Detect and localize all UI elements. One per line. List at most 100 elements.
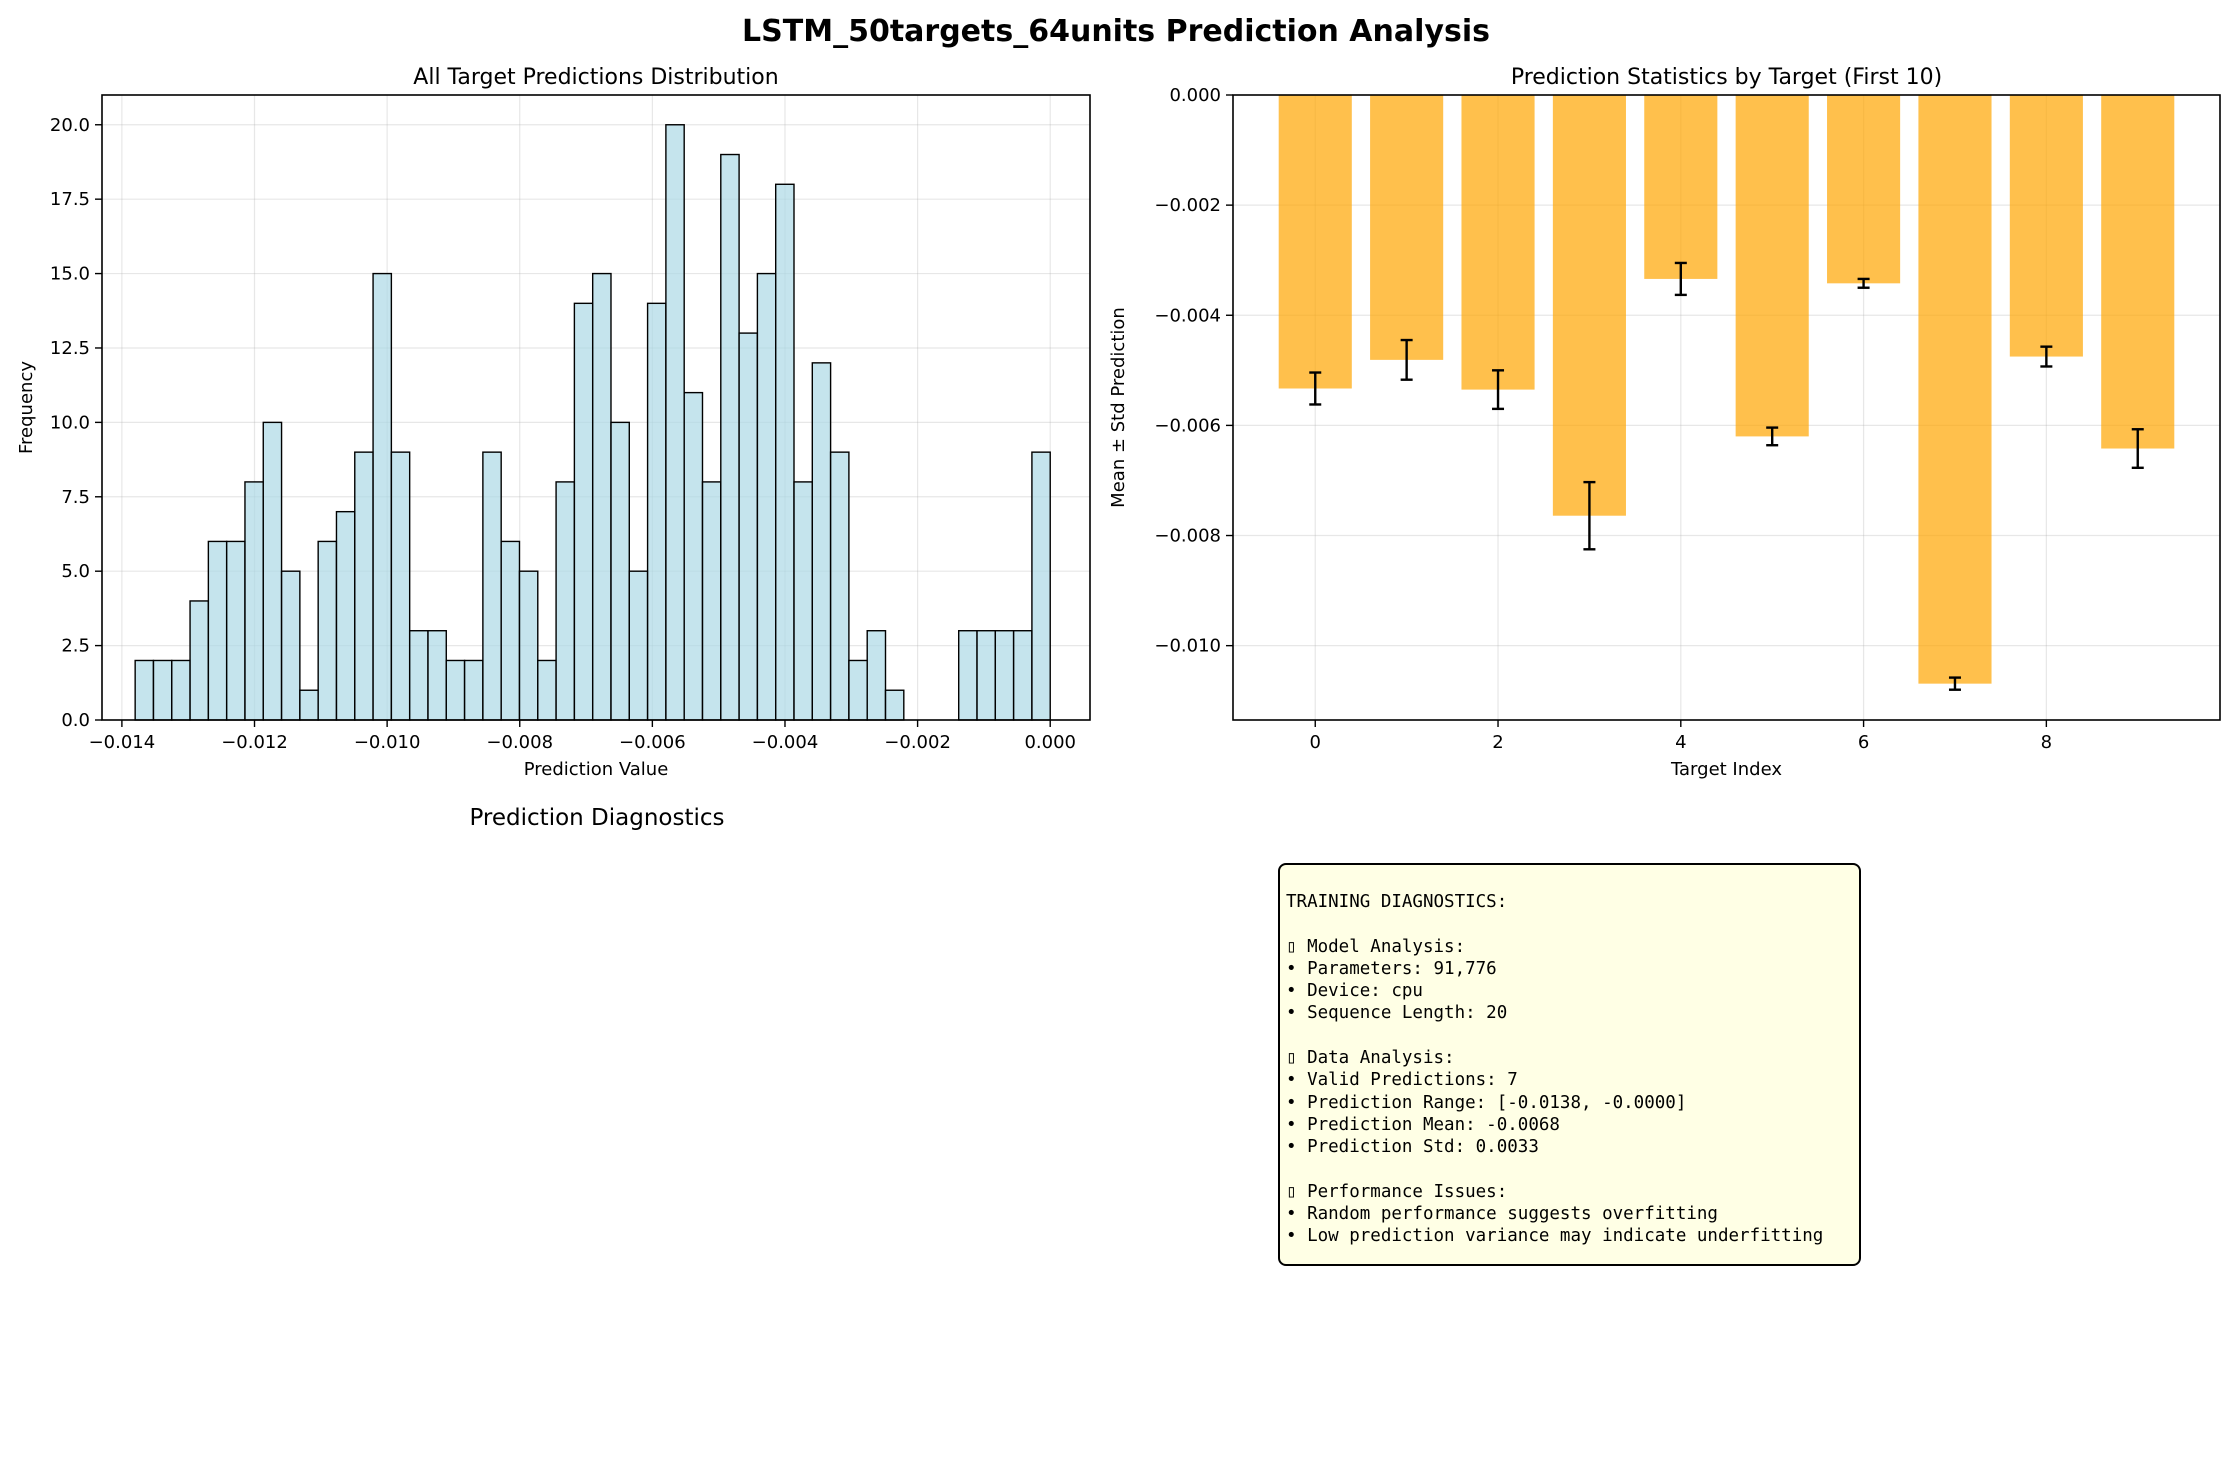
chart-title: Prediction Statistics by Target (First 1… [1511,65,1942,90]
histogram-bar [994,630,1015,721]
target-stats-chart: 0 2 4 6 8 0.000 −0.002 −0.004 −0.006 −0.008 −0.010… [1108,65,2221,780]
x-tick-label: 0.000 [1024,732,1076,753]
histogram-bar [225,540,246,721]
data-line: • Prediction Range: [-0.0138, -0.0000] [1286,1092,1687,1113]
plot-frame [101,94,1091,721]
figure-title: LSTM_50targets_64units Prediction Analys… [742,14,1490,49]
target-bar [2009,95,2083,357]
histogram-bar [683,391,704,721]
x-tick-label: −0.012 [221,732,288,753]
histogram-bar [848,659,868,721]
y-tick-label: 0.0 [61,710,90,731]
histogram-bar [628,570,649,721]
target-bar [1644,95,1718,279]
histogram-bar [958,630,978,721]
histogram-bar [701,481,722,721]
histogram-bar [793,481,813,721]
histogram-bar [171,659,191,721]
histogram-bar [555,481,576,721]
histogram-bar [463,659,484,721]
chart-title: All Target Predictions Distribution [413,65,778,90]
plot-frame [1232,94,2221,721]
histogram-chart: −0.014 −0.012 −0.010 −0.008 −0.006 −0.004 −0.0… [16,65,1091,780]
y-tick-label: 2.5 [61,636,90,657]
diagnostics-panel-title: Prediction Diagnostics [469,805,724,831]
model-analysis-title: ▯ Model Analysis: [1286,936,1466,957]
y-tick-label: −0.006 [1154,415,1221,436]
histogram-bar [738,332,759,721]
histogram-bar [372,272,393,721]
histogram-bar [976,630,997,721]
histogram-bar [207,540,228,721]
histogram-bar [646,302,667,721]
diagnostics-header: TRAINING DIAGNOSTICS: [1286,892,1508,912]
histogram-bar [500,540,521,721]
y-tick-label: −0.010 [1154,636,1221,657]
histogram-bar [829,451,850,721]
model-line: • Sequence Length: 20 [1286,1003,1508,1024]
x-axis-label: Prediction Value [524,759,669,780]
y-tick-label: 20.0 [50,115,90,136]
x-tick-label: −0.008 [486,732,553,753]
y-tick-label: −0.008 [1154,526,1221,547]
target-bar [1461,95,1535,390]
x-tick-label: −0.014 [89,732,156,753]
x-tick-label: −0.004 [752,732,819,753]
histogram-bar [591,272,612,721]
histogram-bar [262,421,283,721]
histogram-bar [756,272,777,721]
histogram-bar [774,183,795,721]
target-bar [1735,95,1809,437]
y-tick-label: 17.5 [50,189,90,210]
data-line: • Valid Predictions: 7 [1286,1070,1518,1091]
histogram-bar [280,570,301,721]
histogram-bar [1031,451,1051,721]
target-bar [1552,95,1626,516]
histogram-bar [152,659,173,721]
target-bar [1278,95,1352,389]
performance-line: • Random performance suggests overfittin… [1286,1204,1718,1225]
x-tick-label: 6 [1858,732,1869,753]
histogram-bar [189,600,210,721]
diagnostics-box: TRAINING DIAGNOSTICS: ▯ Model Analysis: … [1278,863,1861,1266]
histogram-bar [1012,630,1033,721]
histogram-bar [884,689,905,721]
histogram-bar [134,659,155,721]
model-line: • Parameters: 91,776 [1286,958,1497,979]
x-axis-label: Target Index [1670,759,1782,780]
data-analysis-title: ▯ Data Analysis: [1286,1048,1455,1069]
target-bar [1918,95,1992,684]
histogram-bar [408,630,429,721]
y-tick-label: 12.5 [50,338,90,359]
histogram-bar [354,451,374,721]
histogram-bar [390,451,411,721]
y-axis-label: Frequency [16,361,37,454]
histogram-bar [445,659,466,721]
histogram-bar [537,659,557,721]
performance-line: • Low prediction variance may indicate u… [1286,1226,1824,1247]
y-tick-label: 0.000 [1169,85,1221,106]
histogram-bar [811,362,832,721]
histogram-bar [244,481,264,721]
histogram-bar [665,124,685,721]
target-bar [1370,95,1444,360]
data-line: • Prediction Std: 0.0033 [1286,1137,1539,1158]
data-line: • Prediction Mean: -0.0068 [1286,1114,1560,1135]
x-tick-label: −0.002 [884,732,951,753]
y-tick-label: −0.002 [1154,195,1221,216]
histogram-bar [335,510,356,721]
histogram-bar [866,630,887,721]
histogram-bar [317,540,338,721]
y-axis-label: Mean ± Std Prediction [1108,307,1129,508]
histogram-bar [610,421,630,721]
histogram-bar [482,451,502,721]
x-tick-label: 4 [1675,732,1686,753]
target-bar [1827,95,1901,284]
performance-issues-title: ▯ Performance Issues: [1286,1181,1508,1202]
histogram-bar [427,630,447,721]
histogram-bar [518,570,539,721]
x-tick-label: −0.010 [354,732,421,753]
y-tick-label: −0.004 [1154,305,1221,326]
x-tick-label: 8 [2041,732,2052,753]
